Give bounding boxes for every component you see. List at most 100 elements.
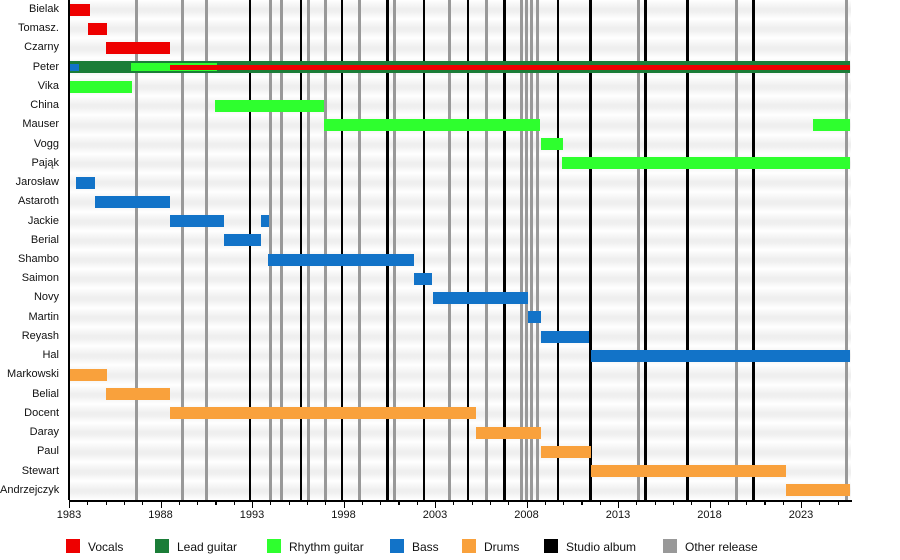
member-labels-column: Bielak Tomasz. Czarny Peter Vika China Mauser V… bbox=[0, 0, 63, 500]
timeline-bar-drums bbox=[590, 465, 787, 478]
other-release-line bbox=[484, 0, 488, 500]
studio-album-line bbox=[466, 0, 470, 500]
timeline-bar-drums bbox=[541, 445, 591, 458]
timeline-bar-bass bbox=[76, 176, 95, 189]
member-label: Martin bbox=[28, 310, 59, 323]
member-label: Andrzejczyk bbox=[0, 483, 60, 496]
major-tick bbox=[709, 501, 711, 508]
studio-album-line bbox=[556, 0, 559, 500]
minor-tick bbox=[672, 501, 675, 505]
row-stripe bbox=[69, 19, 851, 39]
timeline-bar-bass bbox=[541, 330, 589, 343]
minor-tick bbox=[544, 501, 546, 505]
minor-tick bbox=[453, 501, 455, 505]
other-release-line bbox=[845, 0, 849, 500]
minor-tick bbox=[87, 501, 89, 505]
minor-tick bbox=[361, 501, 363, 505]
minor-tick bbox=[489, 501, 492, 505]
row-stripe bbox=[69, 480, 851, 500]
other-release-line bbox=[204, 0, 208, 500]
timeline-bar-rhythm bbox=[215, 99, 325, 112]
other-release-line bbox=[535, 0, 539, 500]
member-label: Czarny bbox=[24, 41, 59, 54]
member-label: Hal bbox=[42, 349, 59, 362]
timeline-bar-bass bbox=[433, 292, 529, 305]
timeline-bar-rhythm bbox=[562, 157, 851, 170]
minor-tick bbox=[581, 501, 583, 505]
other-release-line bbox=[530, 0, 534, 500]
legend-swatch-other_release bbox=[663, 539, 677, 553]
row-stripe bbox=[69, 250, 851, 270]
legend-swatch-rhythm bbox=[267, 539, 281, 553]
x-axis-tick-label: 2013 bbox=[605, 509, 631, 521]
timeline-bar-bass bbox=[590, 349, 851, 362]
minor-tick bbox=[105, 501, 107, 505]
member-label: Mauser bbox=[22, 118, 59, 131]
studio-album-line bbox=[644, 0, 647, 500]
member-label: Paul bbox=[36, 445, 59, 458]
member-label: Markowski bbox=[7, 368, 59, 381]
studio-album-line bbox=[300, 0, 303, 500]
minor-tick bbox=[654, 501, 656, 505]
timeline-bar-drums bbox=[169, 407, 477, 420]
minor-tick bbox=[270, 501, 272, 505]
member-label: Astaroth bbox=[18, 195, 59, 208]
minor-tick bbox=[782, 501, 784, 505]
legend-label: Lead guitar bbox=[177, 539, 238, 554]
minor-tick bbox=[599, 501, 601, 505]
member-label: Shambo bbox=[18, 253, 59, 265]
row-stripe bbox=[69, 192, 851, 212]
legend-label: Studio album bbox=[566, 539, 637, 554]
major-tick bbox=[435, 501, 437, 508]
minor-tick bbox=[416, 501, 418, 505]
row-stripe bbox=[69, 442, 851, 462]
row-stripe bbox=[69, 96, 851, 116]
other-release-line bbox=[735, 0, 739, 500]
row-stripe bbox=[69, 384, 851, 404]
timeline-bar-vocals bbox=[169, 64, 851, 70]
studio-album-line bbox=[386, 0, 389, 500]
legend-label: Vocals bbox=[88, 539, 124, 554]
legend-swatch-drums bbox=[462, 539, 476, 553]
legend-swatch-studio_album bbox=[544, 539, 558, 553]
minor-tick bbox=[563, 501, 565, 505]
minor-tick bbox=[215, 501, 217, 505]
legend-swatch-vocals bbox=[66, 539, 80, 553]
major-tick bbox=[801, 501, 803, 508]
minor-tick bbox=[837, 501, 839, 505]
member-label: Vogg bbox=[33, 137, 59, 150]
timeline-bar-vocals bbox=[69, 3, 91, 16]
major-tick bbox=[69, 501, 71, 508]
member-label: Peter bbox=[32, 60, 59, 73]
member-label: Belial bbox=[32, 387, 59, 400]
minor-tick bbox=[142, 501, 144, 505]
timeline-bar-bass bbox=[413, 272, 433, 285]
timeline-bar-rhythm bbox=[324, 119, 541, 131]
row-stripe bbox=[69, 230, 851, 250]
other-release-line bbox=[268, 0, 272, 500]
major-tick bbox=[160, 501, 162, 508]
row-stripe bbox=[69, 38, 851, 58]
studio-album-line bbox=[422, 0, 426, 500]
x-axis-tick-label: 1993 bbox=[239, 509, 265, 521]
legend: Vocals Lead guitar Rhythm guitar Bass Drums S… bbox=[0, 536, 900, 560]
timeline-bar-drums bbox=[786, 484, 851, 497]
other-release-line bbox=[307, 0, 311, 500]
timeline-bar-vocals bbox=[88, 22, 107, 35]
timeline-bar-bass bbox=[169, 215, 224, 228]
other-release-line bbox=[525, 0, 528, 500]
row-stripe bbox=[69, 326, 851, 347]
minor-tick bbox=[197, 501, 199, 505]
member-label: Jackie bbox=[27, 214, 59, 227]
studio-album-line bbox=[503, 0, 506, 500]
other-release-line bbox=[358, 0, 362, 500]
member-label: Pająk bbox=[31, 156, 59, 169]
other-release-line bbox=[323, 0, 327, 500]
member-label: Daray bbox=[29, 426, 59, 439]
other-release-line bbox=[279, 0, 283, 500]
minor-tick bbox=[288, 501, 290, 505]
other-release-line bbox=[448, 0, 452, 500]
minor-tick bbox=[636, 501, 638, 505]
member-label: Tomasz. bbox=[18, 22, 59, 35]
legend-label: Rhythm guitar bbox=[289, 539, 364, 554]
